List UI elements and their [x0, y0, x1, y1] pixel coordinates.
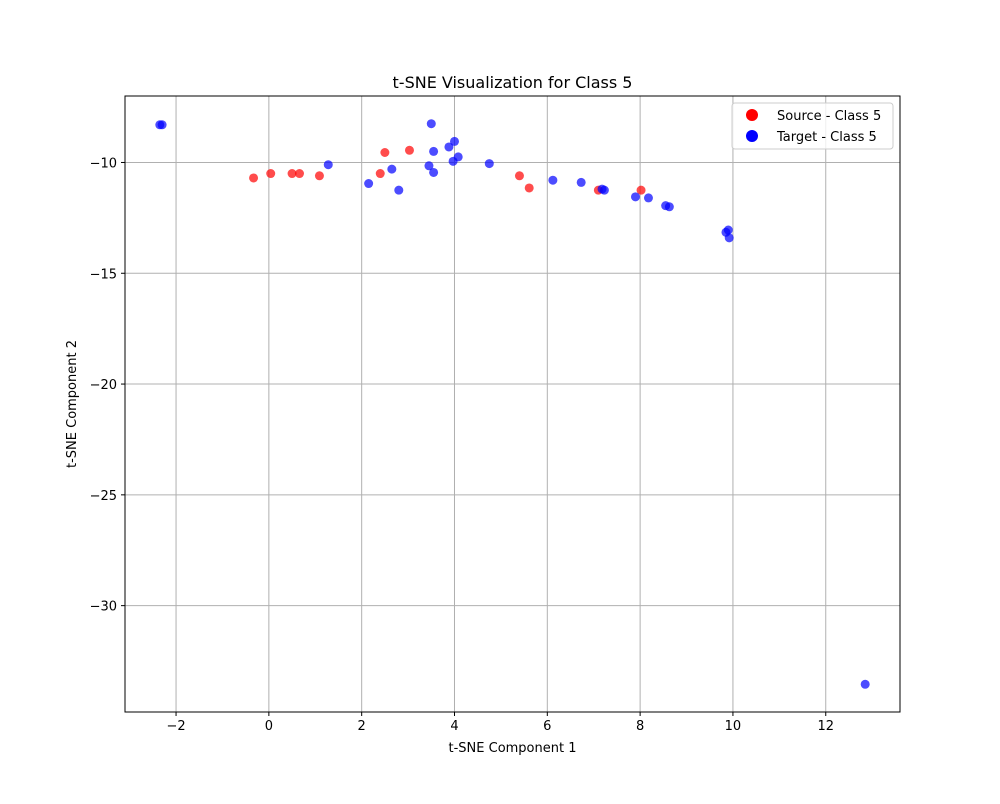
plot-frame [124, 95, 901, 713]
data-points [155, 119, 870, 689]
source-point [524, 183, 534, 193]
source-point [375, 169, 385, 179]
grid [125, 96, 900, 712]
x-tick-label: 6 [543, 719, 551, 734]
target-point [449, 136, 459, 146]
target-point [630, 192, 640, 202]
target-point [599, 185, 609, 195]
target-point [323, 160, 333, 170]
x-axis-label: t-SNE Component 1 [449, 741, 577, 756]
target-point [723, 225, 733, 235]
y-tick-label: −10 [90, 156, 117, 171]
y-tick-label: −30 [90, 600, 117, 615]
x-tick-label: 8 [636, 719, 644, 734]
target-point [424, 161, 434, 171]
target-point [860, 679, 870, 689]
source-point [514, 171, 524, 181]
legend-marker-source [746, 109, 758, 121]
legend-box [731, 102, 894, 150]
target-point [724, 233, 734, 243]
target-point [576, 177, 586, 187]
target-point [429, 146, 439, 156]
target-point [157, 120, 167, 130]
target-point [548, 175, 558, 185]
source-point [380, 148, 390, 158]
source-point [266, 169, 276, 179]
legend: Source - Class 5 Target - Class 5 [731, 102, 894, 150]
target-point [453, 152, 463, 162]
x-tick-label: 0 [265, 719, 273, 734]
y-tick-label: −15 [90, 267, 117, 282]
target-point [426, 119, 436, 129]
source-point [287, 169, 297, 179]
y-axis-ticks: −30 −25 −20 −15 −10 [90, 156, 125, 615]
x-tick-label: 12 [817, 719, 834, 734]
target-class-5-points [155, 119, 870, 689]
target-point [394, 185, 404, 195]
y-tick-label: −20 [90, 378, 117, 393]
target-point [387, 164, 397, 174]
source-point [294, 169, 304, 179]
source-point [404, 145, 414, 155]
target-point [643, 193, 653, 203]
x-tick-label: 2 [358, 719, 366, 734]
source-class-5-points [249, 145, 646, 195]
target-point [364, 179, 374, 189]
source-point [314, 171, 324, 181]
x-tick-label: 4 [450, 719, 458, 734]
legend-marker-target [746, 130, 758, 142]
x-tick-label: −2 [166, 719, 185, 734]
y-tick-label: −25 [90, 489, 117, 504]
x-tick-label: 10 [725, 719, 742, 734]
legend-label-source: Source - Class 5 [777, 109, 881, 124]
target-point [444, 142, 454, 152]
x-axis-ticks: −2 0 2 4 6 8 10 12 [166, 712, 834, 734]
target-point [664, 202, 674, 212]
source-point [636, 185, 646, 195]
legend-label-target: Target - Class 5 [776, 130, 877, 145]
target-point [429, 167, 439, 177]
source-point [249, 173, 259, 183]
chart-title: t-SNE Visualization for Class 5 [393, 73, 633, 92]
y-axis-label: t-SNE Component 2 [65, 340, 80, 468]
target-point [484, 159, 494, 169]
